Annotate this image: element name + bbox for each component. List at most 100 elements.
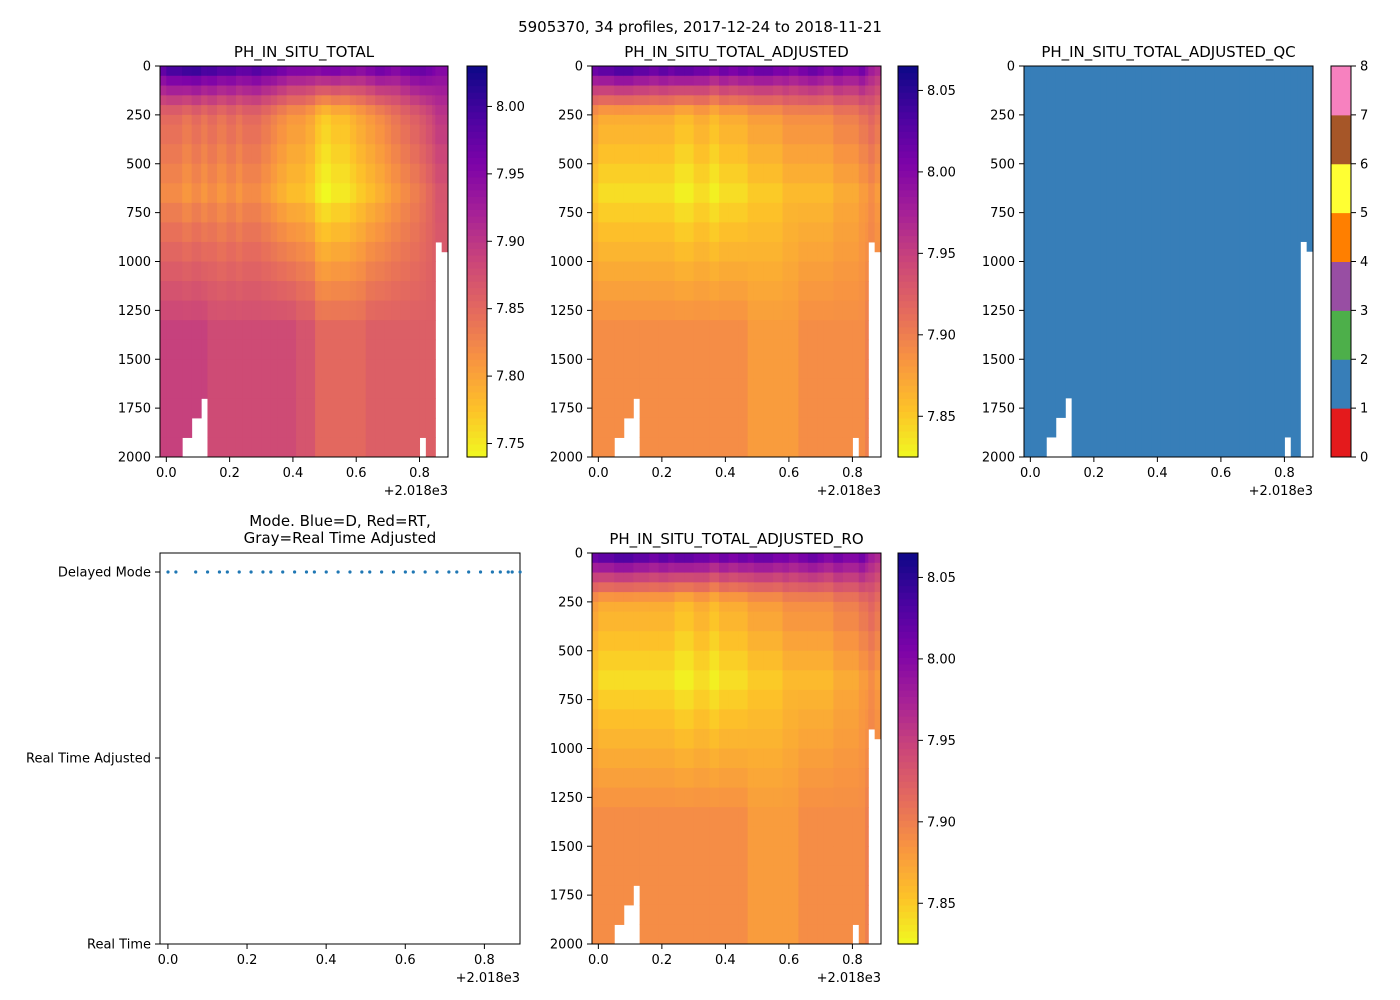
ph_in_situ_total_adjusted-cell	[728, 222, 739, 243]
ph_in_situ_total_adjusted-cell	[842, 320, 853, 341]
ph_in_situ_total_adjusted-cell	[852, 163, 860, 184]
ph_in_situ_total_adjusted-cell	[658, 437, 669, 458]
ph_in_situ_total-cell	[251, 417, 262, 438]
ph_in_situ_total_adjusted-cell	[649, 281, 660, 302]
ph_in_situ_total_adjusted_ro-ytick-label: 2000	[550, 938, 583, 953]
ph_in_situ_total-cell	[315, 339, 322, 360]
ph_in_situ_total-cell	[315, 144, 322, 165]
ph_in_situ_total-cell	[226, 241, 237, 262]
ph_in_situ_total_adjusted_ro-cell	[788, 562, 799, 574]
ph_in_situ_total-cell	[207, 417, 218, 438]
ph_in_situ_total_adjusted_qc-ytick-label: 1000	[982, 255, 1015, 270]
ph_in_situ_total_adjusted-xtick-label: 0.4	[715, 466, 736, 481]
ph_in_situ_total_adjusted-cell	[763, 144, 774, 165]
ph_in_situ_total_adjusted-cell	[703, 437, 711, 458]
ph_in_situ_total_adjusted-cell	[807, 124, 818, 145]
ph_in_situ_total-cell	[261, 105, 272, 116]
ph_in_situ_total_adjusted_ro-cell	[798, 572, 809, 583]
ph_in_situ_total-cell	[391, 359, 402, 380]
ph_in_situ_total_adjusted-cell	[782, 437, 790, 458]
ph_in_situ_total-cell	[365, 241, 376, 262]
ph_in_situ_total_adjusted_ro-cell	[674, 885, 685, 906]
ph_in_situ_total_adjusted-cell	[623, 144, 634, 165]
ph_in_situ_total-cell	[235, 105, 243, 116]
ph_in_situ_total_adjusted_ro-cell	[807, 611, 818, 632]
ph_in_situ_total-cell	[375, 320, 386, 341]
ph_in_situ_total_adjusted_ro-cell	[693, 670, 704, 691]
ph_in_situ_total-colorbar-step	[467, 118, 487, 126]
ph_in_situ_total-cell	[365, 320, 376, 341]
ph_in_situ_total_adjusted_ro-cell	[623, 670, 634, 691]
ph_in_situ_total-ytick-label: 1000	[118, 255, 151, 270]
ph_in_situ_total_adjusted_ro-cell	[817, 562, 825, 574]
ph_in_situ_total-cell	[286, 105, 297, 116]
ph_in_situ_total_adjusted-cell	[773, 124, 784, 145]
ph_in_situ_total_adjusted_ro-cell	[633, 709, 641, 730]
ph_in_situ_total-cell	[270, 241, 278, 262]
ph_in_situ_total_adjusted_ro-colorbar-step	[898, 637, 918, 645]
ph_in_situ_total_adjusted-cell	[639, 320, 650, 341]
ph_in_situ_total-cell	[432, 95, 436, 106]
ph_in_situ_total-cell	[384, 163, 392, 184]
ph_in_situ_total_adjusted_ro-cell	[807, 572, 818, 583]
ph_in_situ_total-cell	[166, 378, 183, 399]
ph_in_situ_total_adjusted-cell	[728, 95, 739, 106]
ph_in_situ_total-colorbar-step	[467, 424, 487, 432]
ph_in_situ_total_adjusted-cell	[747, 95, 755, 106]
ph_in_situ_total_adjusted-cell	[639, 124, 650, 145]
ph_in_situ_total_adjusted-cell	[728, 124, 739, 145]
ph_in_situ_total_adjusted-cell	[874, 85, 882, 96]
ph_in_situ_total-cell	[216, 75, 227, 87]
ph_in_situ_total_adjusted-cell	[753, 85, 764, 96]
ph_in_situ_total_adjusted-cell	[639, 114, 650, 126]
ph_in_situ_total-cell	[340, 75, 351, 87]
ph_in_situ_total_adjusted_ro-cell	[823, 924, 834, 945]
ph_in_situ_total_adjusted_ro-colorbar-step	[898, 859, 918, 867]
ph_in_situ_total_adjusted-cell	[823, 66, 834, 77]
ph_in_situ_total_adjusted_ro-cell	[773, 572, 784, 583]
ph_in_situ_total-colorbar-step	[467, 202, 487, 210]
ph_in_situ_total-cell	[226, 300, 237, 321]
ph_in_situ_total-cell	[166, 95, 183, 106]
ph_in_situ_total-cell	[340, 320, 351, 341]
ph_in_situ_total_adjusted_ro-cell	[782, 553, 790, 564]
ph_in_situ_total_adjusted-cell	[623, 339, 634, 360]
ph_in_situ_total_adjusted-cell	[709, 114, 720, 126]
ph_in_situ_total_adjusted-cell	[782, 417, 790, 438]
ph_in_situ_total_adjusted_ro-cell	[693, 631, 704, 652]
ph_in_situ_total_adjusted-cell	[623, 261, 634, 282]
ph_in_situ_total_adjusted_ro-cell	[753, 553, 764, 564]
ph_in_situ_total_adjusted_ro-cell	[788, 728, 799, 749]
mode-point	[336, 570, 340, 574]
ph_in_situ_total_adjusted_ro-cell	[668, 865, 676, 886]
ph_in_situ_total_adjusted-cell	[709, 398, 720, 419]
ph_in_situ_total-colorbar-step	[467, 248, 487, 256]
ph_in_situ_total_adjusted-cell	[817, 339, 825, 360]
ph_in_situ_total-cell	[356, 75, 367, 87]
ph_in_situ_total_adjusted_ro-cell	[874, 611, 882, 632]
ph_in_situ_total_adjusted_ro-cell	[798, 768, 809, 789]
ph_in_situ_total_adjusted_ro-cell	[728, 826, 739, 847]
ph_in_situ_total-cell	[349, 163, 357, 184]
ph_in_situ_total_adjusted-cell	[639, 144, 650, 165]
ph_in_situ_total-cell	[330, 359, 341, 380]
ph_in_situ_total-cell	[349, 75, 357, 87]
ph_in_situ_total-xtick-label: 0.0	[156, 466, 177, 481]
ph_in_situ_total_adjusted-cell	[728, 339, 739, 360]
ph_in_situ_total_adjusted_ro-cell	[858, 709, 866, 730]
ph_in_situ_total-cell	[226, 183, 237, 204]
ph_in_situ_total-cell	[235, 114, 243, 126]
ph_in_situ_total-ytick-label: 1750	[118, 402, 151, 417]
ph_in_situ_total_adjusted-cell	[773, 339, 784, 360]
ph_in_situ_total-cell	[349, 417, 357, 438]
ph_in_situ_total_adjusted_ro-cell	[753, 562, 764, 574]
ph_in_situ_total-cell	[340, 66, 351, 77]
ph_in_situ_total_adjusted-cell	[798, 300, 809, 321]
ph_in_situ_total_adjusted-cell	[658, 95, 669, 106]
ph_in_situ_total_adjusted_ro-cell	[623, 768, 634, 789]
ph_in_situ_total_adjusted-cell	[592, 124, 599, 145]
ph_in_situ_total-cell	[305, 114, 316, 126]
ph_in_situ_total_adjusted-cell	[649, 124, 660, 145]
ph_in_situ_total-colorbar-step	[467, 411, 487, 419]
ph_in_situ_total-colorbar-step	[467, 254, 487, 263]
